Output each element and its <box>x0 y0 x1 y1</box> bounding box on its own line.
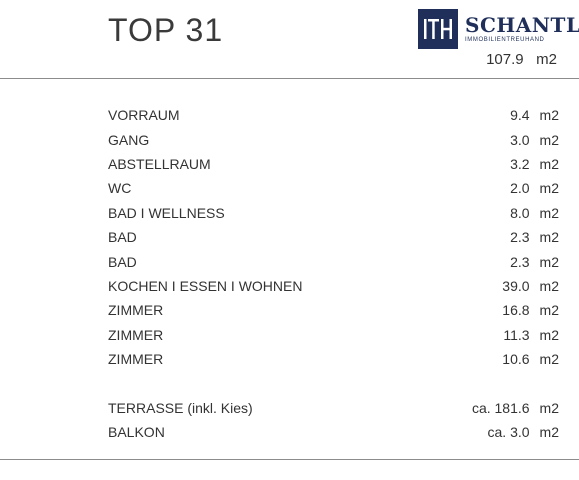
page-title: TOP 31 <box>108 12 224 48</box>
room-row: BAD 2.3 m2 <box>108 249 559 273</box>
room-name: BAD <box>108 229 137 246</box>
room-unit: m2 <box>539 302 559 319</box>
room-value: 10.6 <box>502 351 530 368</box>
room-value: 8.0 <box>510 204 530 221</box>
room-value: 9.4 <box>510 107 530 124</box>
outdoor-row: BALKON ca. 3.0 m2 <box>108 420 559 444</box>
room-value: 39.0 <box>502 277 530 294</box>
room-row: ZIMMER 16.8 m2 <box>108 298 559 322</box>
room-value: 2.0 <box>510 180 530 197</box>
section-gap <box>108 371 559 395</box>
room-value: 3.2 <box>510 155 530 172</box>
room-value: 16.8 <box>502 302 530 319</box>
outdoor-value: ca. 3.0 <box>487 424 530 441</box>
room-unit: m2 <box>539 131 559 148</box>
room-list: VORRAUM 9.4 m2 GANG 3.0 m2 ABSTELLRAUM 3.2 m2 … <box>108 103 559 444</box>
outdoor-unit: m2 <box>539 399 559 416</box>
room-unit: m2 <box>539 277 559 294</box>
room-row: WC 2.0 m2 <box>108 176 559 200</box>
bottom-divider <box>0 459 579 460</box>
room-value: 3.0 <box>510 131 530 148</box>
room-row: VORRAUM 9.4 m2 <box>108 103 559 127</box>
room-row: KOCHEN I ESSEN I WOHNEN 39.0 m2 <box>108 274 559 298</box>
room-unit: m2 <box>539 107 559 124</box>
room-name: ABSTELLRAUM <box>108 155 211 172</box>
total-value: 107.9 <box>486 51 524 68</box>
room-name: ZIMMER <box>108 302 164 319</box>
room-unit: m2 <box>539 326 559 343</box>
logo-name: SCHANTL <box>465 13 579 37</box>
room-row: ZIMMER 11.3 m2 <box>108 323 559 347</box>
total-unit: m2 <box>536 51 557 68</box>
room-unit: m2 <box>539 253 559 270</box>
room-name: ZIMMER <box>108 351 164 368</box>
ith-monogram-icon <box>424 19 452 39</box>
room-value: 2.3 <box>510 229 530 246</box>
room-name: VORRAUM <box>108 107 180 124</box>
room-name: GANG <box>108 131 150 148</box>
room-unit: m2 <box>539 155 559 172</box>
room-name: ZIMMER <box>108 326 164 343</box>
outdoor-name: BALKON <box>108 424 165 441</box>
top-divider <box>0 78 579 79</box>
room-unit: m2 <box>539 229 559 246</box>
room-row: ABSTELLRAUM 3.2 m2 <box>108 152 559 176</box>
room-name: BAD <box>108 253 137 270</box>
room-row: BAD 2.3 m2 <box>108 225 559 249</box>
total-area: 107.9 m2 <box>486 51 557 68</box>
company-logo: SCHANTL IMMOBILIENTREUHAND <box>418 9 579 49</box>
room-value: 11.3 <box>503 326 530 343</box>
logo-mark <box>418 9 458 49</box>
room-row: GANG 3.0 m2 <box>108 127 559 151</box>
room-name: BAD I WELLNESS <box>108 204 225 221</box>
room-value: 2.3 <box>510 253 530 270</box>
room-name: KOCHEN I ESSEN I WOHNEN <box>108 277 303 294</box>
outdoor-value: ca. 181.6 <box>471 399 530 416</box>
outdoor-name: TERRASSE (inkl. Kies) <box>108 399 253 416</box>
room-unit: m2 <box>539 180 559 197</box>
room-name: WC <box>108 180 132 197</box>
room-row: BAD I WELLNESS 8.0 m2 <box>108 201 559 225</box>
logo-subtitle: IMMOBILIENTREUHAND <box>465 37 545 43</box>
room-unit: m2 <box>539 351 559 368</box>
outdoor-row: TERRASSE (inkl. Kies) ca. 181.6 m2 <box>108 396 559 420</box>
outdoor-unit: m2 <box>539 424 559 441</box>
room-unit: m2 <box>539 204 559 221</box>
room-row: ZIMMER 10.6 m2 <box>108 347 559 371</box>
